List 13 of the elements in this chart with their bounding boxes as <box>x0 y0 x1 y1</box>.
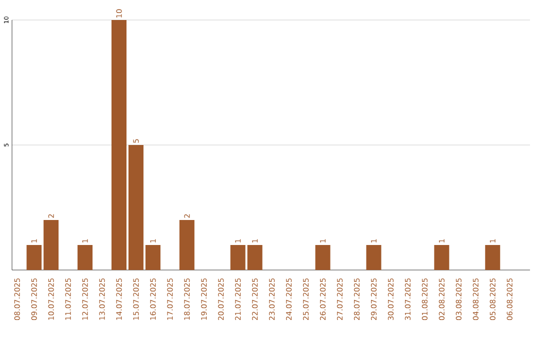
bar <box>230 245 246 270</box>
bar <box>366 245 382 270</box>
bar <box>434 245 450 270</box>
bar <box>145 245 160 270</box>
bar <box>315 245 330 270</box>
bar <box>128 145 144 270</box>
bar <box>44 220 59 270</box>
bar <box>247 245 262 270</box>
bar <box>111 20 126 270</box>
bar <box>26 245 42 270</box>
bar <box>78 245 93 270</box>
bar <box>179 220 194 270</box>
bar <box>485 245 500 270</box>
